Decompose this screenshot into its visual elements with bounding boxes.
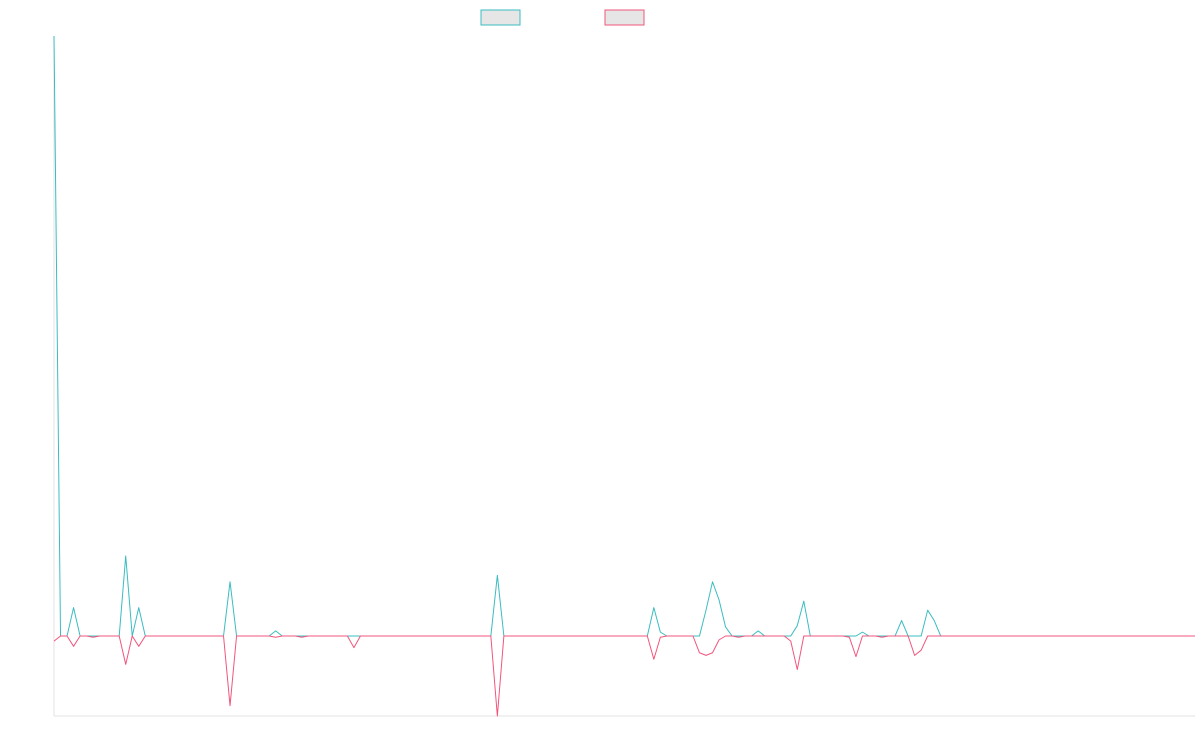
series-line-2 — [53, 635, 1195, 717]
legend — [480, 9, 645, 26]
axes — [53, 36, 1195, 717]
legend-swatch-1[interactable] — [480, 9, 521, 26]
legend-swatch-2[interactable] — [604, 9, 645, 26]
series-layer — [53, 35, 1195, 717]
series-line-1 — [53, 35, 1195, 637]
